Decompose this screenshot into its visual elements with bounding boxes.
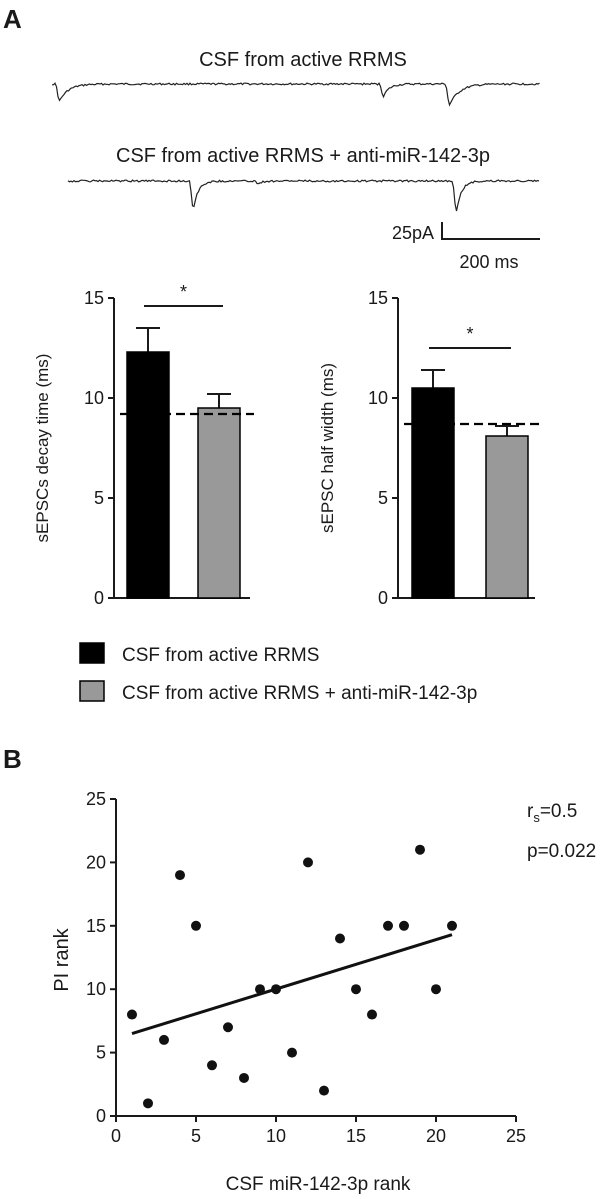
legend-label-2: CSF from active RRMS + anti-miR-142-3p: [122, 683, 477, 704]
trace-title-1: CSF from active RRMS: [199, 49, 407, 71]
bar1-bar-1: [197, 407, 241, 599]
scatter-point-17: [399, 920, 409, 931]
scatter-xlabel: CSF miR-142-3p rank: [226, 1174, 411, 1195]
scatter-chart-pi-rank: PI rank CSF miR-142-3p rank 0 5 10 15 20 25 0 5…: [51, 789, 526, 1195]
scatter-point-8: [255, 984, 265, 995]
legend-swatch-1: [79, 642, 105, 664]
bar1-ytick-label-0: 0: [94, 588, 104, 608]
scale-bar-amplitude: 25pA: [392, 223, 434, 243]
scatter-point-18: [415, 844, 425, 855]
scatter-point-7: [239, 1072, 249, 1083]
scatter-point-11: [303, 857, 313, 868]
scale-bar-time: 200 ms: [459, 252, 518, 272]
panel-label-a: A: [3, 4, 22, 34]
rs-subscript: s: [533, 810, 540, 825]
scatter-xtick-label-2: 10: [266, 1126, 286, 1146]
scatter-point-15: [367, 1009, 377, 1020]
legend-label-1: CSF from active RRMS: [122, 645, 319, 666]
rs-annotation: rs=0.5: [527, 801, 577, 825]
bar1-ytick-label-1: 5: [94, 488, 104, 508]
legend-swatch-2: [79, 680, 105, 702]
p-value-annotation: p=0.022: [527, 841, 596, 862]
panel-label-b: B: [3, 744, 22, 774]
bar2-ytick-label-3: 15: [368, 288, 388, 308]
scatter-point-20: [447, 920, 457, 931]
scale-bar: 25pA 200 ms: [392, 222, 540, 272]
rs-value: =0.5: [540, 801, 578, 822]
scatter-point-6: [223, 1022, 233, 1033]
bar1-ylabel: sEPSCs decay time (ms): [33, 354, 52, 543]
scatter-point-16: [383, 920, 393, 931]
scatter-ytick-label-5: 25: [86, 789, 106, 809]
correlation-annotation: rs=0.5 p=0.022: [527, 801, 596, 862]
scatter-ytick-label-4: 20: [86, 852, 106, 872]
scatter-point-19: [431, 984, 441, 995]
bar2-bar-0: [411, 387, 455, 599]
scatter-xtick-label-1: 5: [191, 1126, 201, 1146]
bar1-bar-0: [126, 351, 170, 599]
bar1-sig-star: *: [180, 282, 187, 302]
scatter-point-12: [319, 1085, 329, 1096]
scatter-ytick-label-2: 10: [86, 979, 106, 999]
legend: CSF from active RRMS CSF from active RRM…: [79, 642, 477, 704]
scatter-ylabel: PI rank: [51, 927, 73, 991]
scatter-xtick-label-5: 25: [506, 1126, 526, 1146]
scatter-point-2: [159, 1034, 169, 1045]
bar1-ytick-label-3: 15: [84, 288, 104, 308]
rs-prefix: r: [527, 801, 534, 822]
scatter-point-0: [127, 1009, 137, 1020]
scatter-xtick-label-0: 0: [111, 1126, 121, 1146]
bar1-ytick-label-2: 10: [84, 388, 104, 408]
scatter-point-10: [287, 1047, 297, 1058]
scatter-xtick-label-4: 20: [426, 1126, 446, 1146]
bar2-ytick-label-1: 5: [378, 488, 388, 508]
scatter-point-14: [351, 984, 361, 995]
scatter-xtick-label-3: 15: [346, 1126, 366, 1146]
scatter-point-3: [175, 870, 185, 881]
scatter-point-5: [207, 1060, 217, 1071]
scatter-fit-line: [131, 933, 453, 1036]
bar2-ylabel: sEPSC half width (ms): [318, 363, 337, 533]
scatter-point-1: [143, 1098, 153, 1109]
bar2-sig-star: *: [466, 324, 473, 344]
scatter-ytick-label-0: 0: [96, 1106, 106, 1126]
bar2-ytick-label-0: 0: [378, 588, 388, 608]
scatter-ytick-label-3: 15: [86, 916, 106, 936]
trace-2: [67, 179, 540, 212]
bar2-ytick-label-2: 10: [368, 388, 388, 408]
trace-1: [51, 82, 540, 107]
scatter-point-9: [271, 984, 281, 995]
bar-chart-decay-time: sEPSCs decay time (ms) 0 5 10 15 *: [33, 282, 254, 608]
scatter-ytick-label-1: 5: [96, 1043, 106, 1063]
bar-chart-half-width: sEPSC half width (ms) 0 5 10 15 *: [318, 288, 539, 608]
trace-title-2: CSF from active RRMS + anti-miR-142-3p: [116, 145, 490, 167]
scatter-point-13: [335, 933, 345, 944]
scatter-point-4: [191, 920, 201, 931]
bar2-bar-1: [485, 435, 529, 599]
